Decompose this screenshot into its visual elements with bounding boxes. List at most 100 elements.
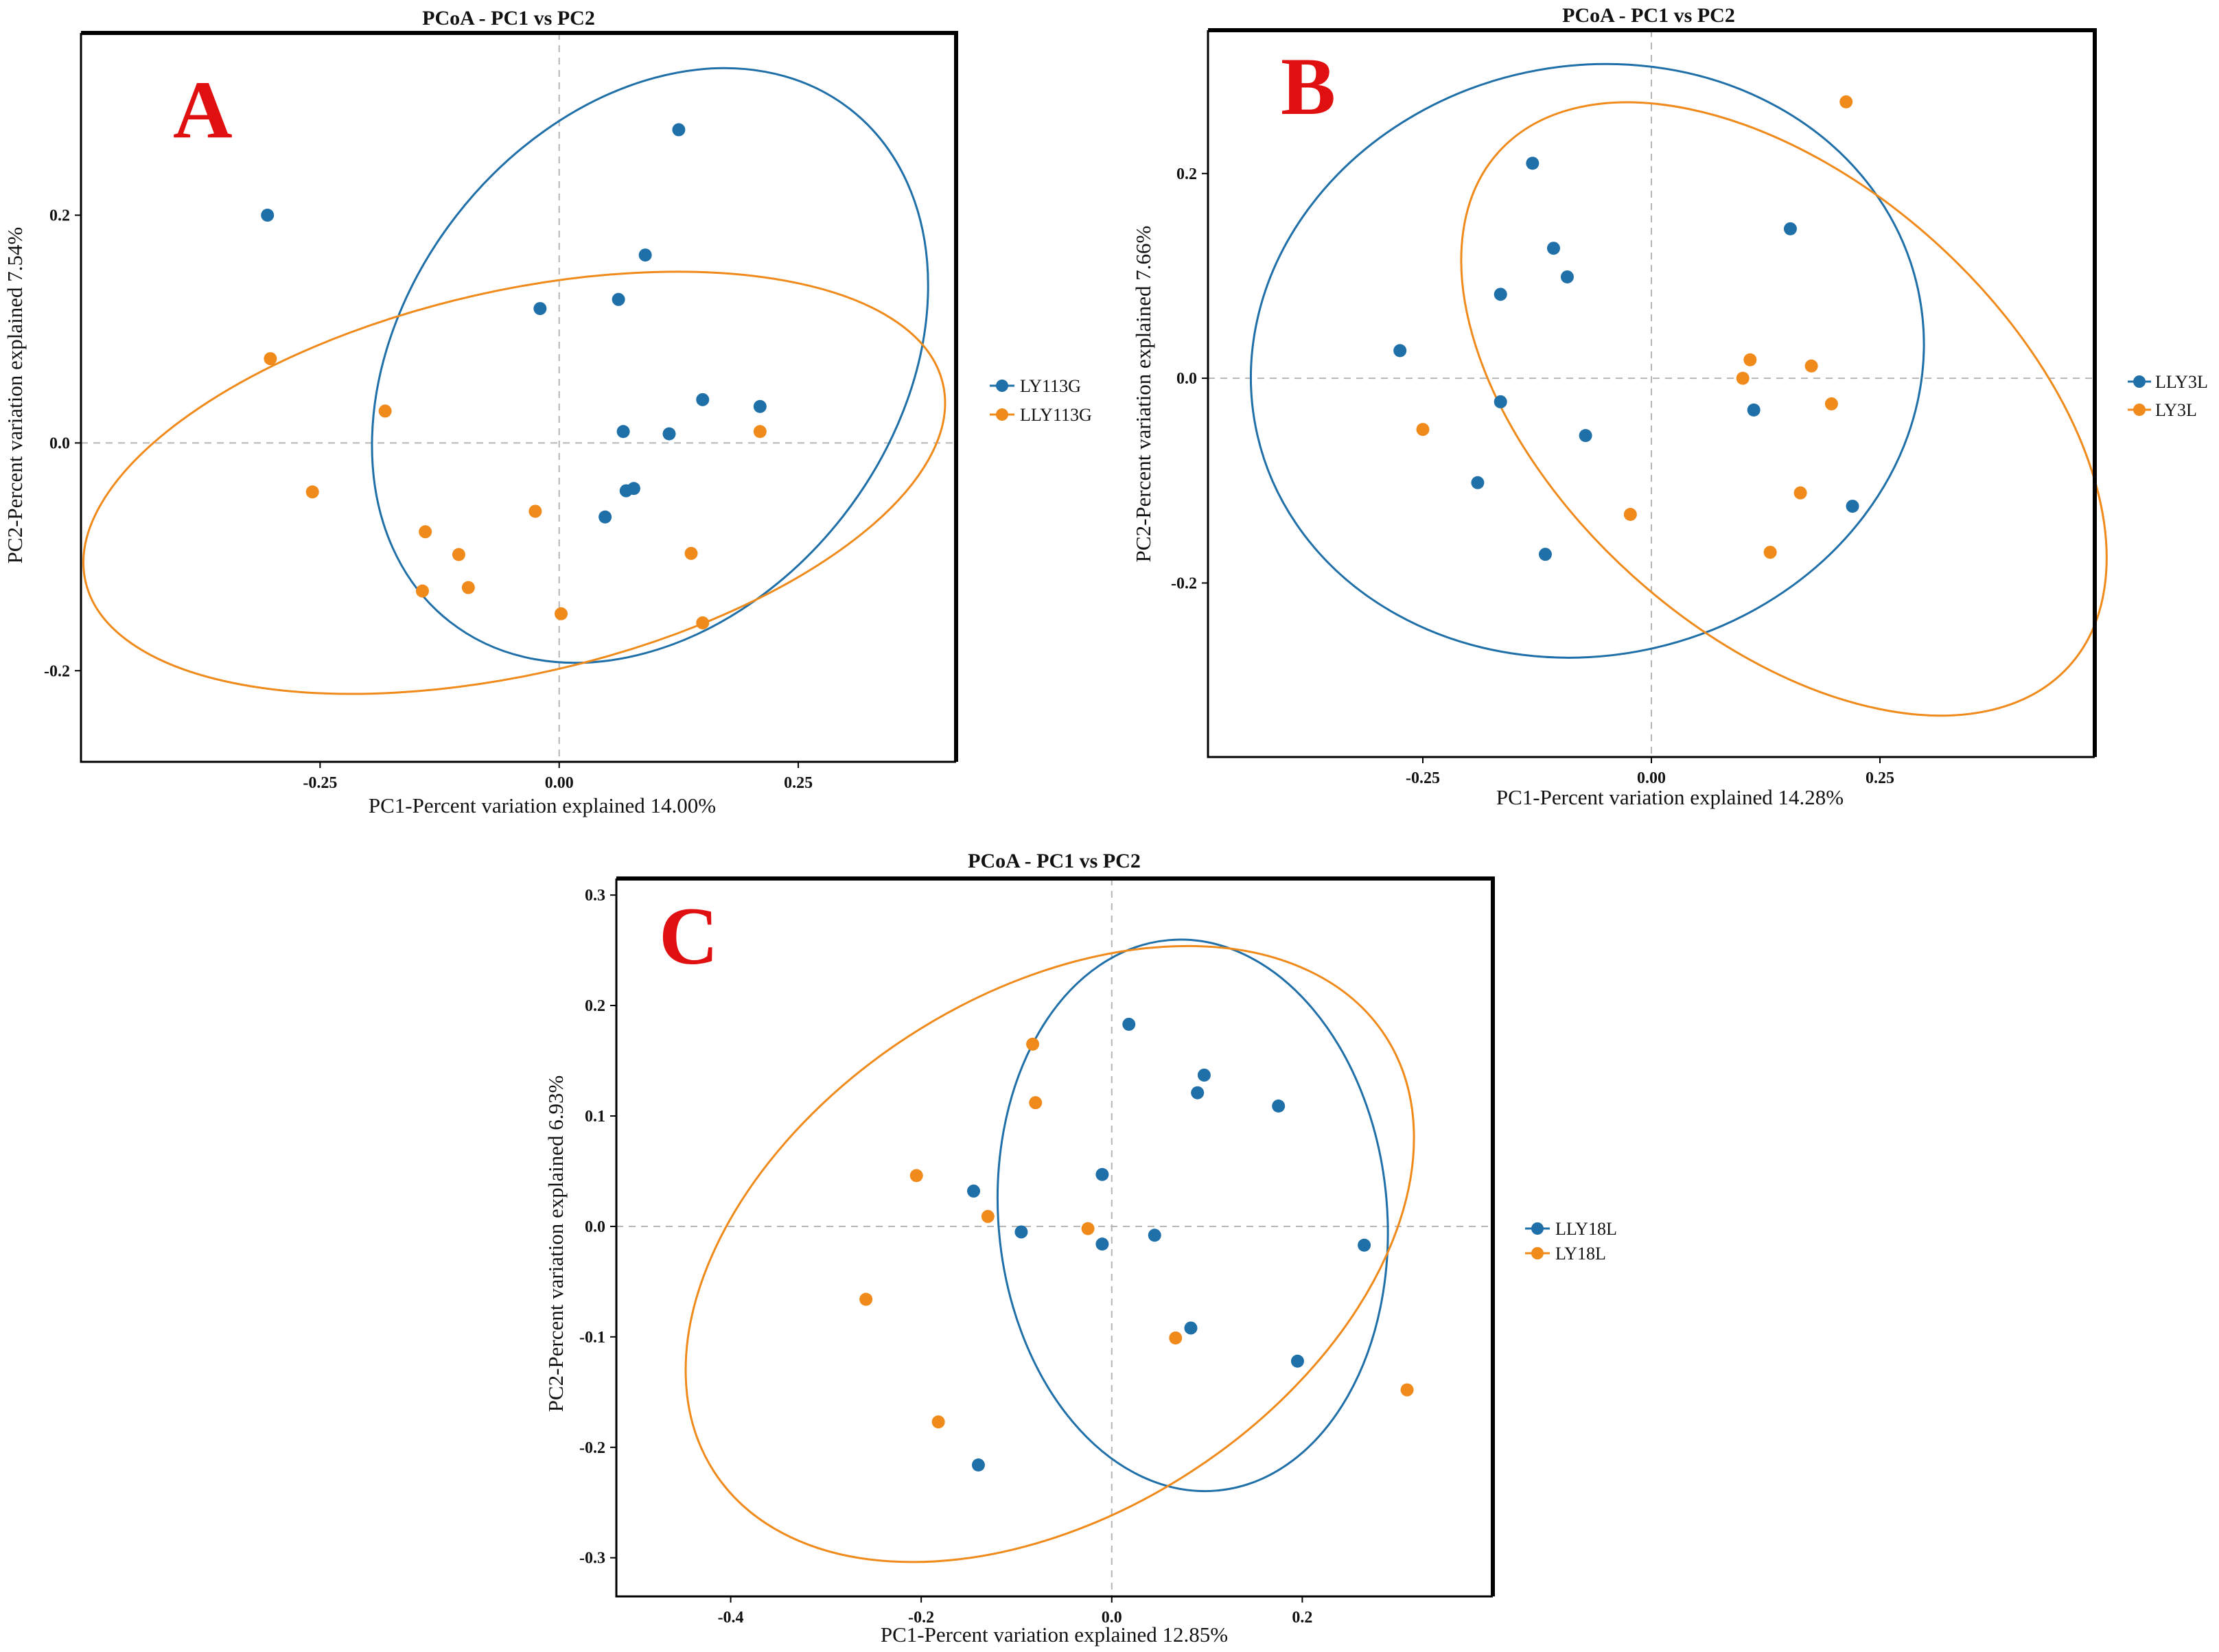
panel-c-point-ly18l-3 — [981, 1209, 995, 1223]
panel-b: PCoA - PC1 vs PC2 -0.25 0.00 0.25 -0.2 0.0 0… — [1131, 4, 2208, 809]
panel-c-point-ly18l-4 — [1081, 1222, 1095, 1235]
panel-c-point-lly18l-11 — [1290, 1354, 1304, 1368]
panel-a-x-tick-label: 0.00 — [545, 774, 574, 792]
panel-c-title: PCoA - PC1 vs PC2 — [968, 850, 1141, 872]
panel-b-point-ly3l-0 — [1839, 95, 1853, 108]
panel-a-y-axis-label: PC2-Percent variation explained 7.54% — [3, 227, 27, 564]
panel-a-point-lly113g-3 — [753, 425, 767, 439]
panel-a-title: PCoA - PC1 vs PC2 — [422, 7, 595, 30]
panel-c-point-lly18l-4 — [1095, 1167, 1109, 1181]
panel-c-point-lly18l-0 — [1122, 1017, 1136, 1031]
panel-c: PCoA - PC1 vs PC2 -0.4 -0.2 0.0 0.2 -0.3-0.… — [544, 850, 1617, 1647]
panel-a: PCoA - PC1 vs PC2 -0.25 0.00 0.25 -0.2 0.0 0… — [3, 7, 1092, 817]
panel-c-y-tick-label: -0.3 — [579, 1550, 605, 1568]
panel-b-y-ticks: -0.2 0.0 0.2 — [1171, 165, 1208, 592]
panel-c-point-lly18l-6 — [1014, 1225, 1028, 1239]
panel-a-point-ly113g-2 — [638, 248, 652, 262]
panel-c-y-tick-label: 0.0 — [585, 1218, 605, 1236]
panel-a-points — [261, 123, 767, 630]
panel-b-ellipse-lly3l — [1250, 62, 1925, 659]
panel-a-y-tick-label: 0.0 — [49, 434, 70, 452]
legend-item-lly113g[interactable]: LLY113G — [990, 405, 1092, 425]
panel-a-x-tick-label: 0.25 — [784, 774, 813, 792]
legend-marker-ly3l — [2133, 404, 2146, 416]
panel-c-ellipses — [684, 938, 1415, 1563]
panel-c-point-lly18l-2 — [1191, 1086, 1205, 1100]
panel-a-legend: LY113G LLY113G — [990, 376, 1092, 425]
panel-c-point-lly18l-8 — [1095, 1237, 1109, 1251]
panel-c-point-lly18l-3 — [1272, 1100, 1286, 1113]
panel-b-point-lly3l-6 — [1494, 395, 1507, 408]
panel-b-x-tick-label: -0.25 — [1406, 769, 1440, 787]
panel-b-letter: B — [1281, 40, 1336, 132]
panel-c-y-tick-label: 0.1 — [585, 1108, 605, 1126]
legend-label-ly113g: LY113G — [1020, 376, 1081, 396]
panel-a-ellipses — [82, 67, 946, 695]
panel-b-point-ly3l-6 — [1793, 486, 1807, 500]
panel-c-point-lly18l-5 — [967, 1184, 981, 1198]
panel-b-y-axis-label: PC2-Percent variation explained 7.66% — [1131, 226, 1155, 563]
panel-b-point-ly3l-1 — [1743, 353, 1757, 367]
legend-label-lly18l: LLY18L — [1555, 1219, 1617, 1239]
legend-label-ly18l: LY18L — [1555, 1244, 1606, 1264]
legend-item-lly18l[interactable]: LLY18L — [1525, 1219, 1617, 1239]
panel-b-point-lly3l-10 — [1846, 500, 1859, 513]
panel-a-point-ly113g-8 — [662, 427, 676, 441]
panel-b-point-lly3l-7 — [1579, 429, 1592, 443]
panel-c-x-tick-label: 0.0 — [1102, 1609, 1122, 1627]
legend-marker-ly18l — [1531, 1247, 1544, 1259]
panel-c-point-ly18l-5 — [859, 1292, 873, 1306]
panel-c-legend: LLY18L LY18L — [1525, 1219, 1617, 1264]
panel-a-point-ly113g-4 — [612, 292, 625, 306]
panel-a-x-axis-label: PC1-Percent variation explained 14.00% — [369, 793, 716, 817]
panel-c-x-tick-label: 0.2 — [1292, 1609, 1312, 1627]
panel-b-x-tick-label: 0.00 — [1637, 769, 1666, 787]
panel-a-point-lly113g-1 — [378, 404, 392, 418]
panel-b-frame — [1208, 28, 2097, 757]
legend-marker-lly113g — [996, 408, 1008, 421]
panel-c-point-ly18l-1 — [1029, 1096, 1043, 1110]
panel-c-y-ticks: -0.3 -0.2 -0.1 0.0 0.1 0.2 0.3 — [579, 887, 616, 1568]
panel-b-point-lly3l-5 — [1393, 344, 1407, 358]
panel-b-point-lly3l-8 — [1747, 403, 1761, 417]
panel-a-ellipse-lly113g — [82, 270, 946, 695]
panel-c-letter: C — [659, 890, 719, 981]
panel-b-point-lly3l-2 — [1546, 242, 1560, 255]
panel-b-axes — [1207, 30, 2095, 758]
legend-item-lly3l[interactable]: LLY3L — [2128, 372, 2208, 392]
panel-a-point-ly113g-1 — [672, 123, 686, 137]
panel-a-y-tick-label: 0.2 — [49, 207, 70, 225]
panel-a-point-lly113g-10 — [555, 607, 568, 620]
panel-c-y-tick-label: 0.3 — [585, 887, 605, 905]
panel-b-point-lly3l-4 — [1560, 270, 1574, 283]
panel-b-ellipse-ly3l — [1460, 101, 2108, 717]
panel-a-x-ticks: -0.25 0.00 0.25 — [303, 762, 813, 792]
legend-item-ly3l[interactable]: LY3L — [2128, 400, 2197, 420]
panel-c-point-ly18l-6 — [1169, 1331, 1183, 1345]
panel-b-point-lly3l-0 — [1526, 156, 1540, 170]
panel-c-point-ly18l-8 — [931, 1415, 945, 1429]
panel-a-point-lly113g-4 — [528, 504, 542, 518]
panel-b-y-tick-label: 0.2 — [1176, 165, 1197, 183]
legend-label-lly3l: LLY3L — [2155, 372, 2208, 392]
panel-b-x-tick-label: 0.25 — [1866, 769, 1894, 787]
panel-a-x-tick-label: -0.25 — [303, 774, 337, 792]
panel-b-title: PCoA - PC1 vs PC2 — [1562, 4, 1735, 27]
panel-a-point-lly113g-9 — [684, 546, 698, 560]
panel-c-x-axis-label: PC1-Percent variation explained 12.85% — [881, 1622, 1228, 1647]
panel-b-point-ly3l-4 — [1824, 397, 1838, 410]
legend-item-ly113g[interactable]: LY113G — [990, 376, 1081, 396]
legend-item-ly18l[interactable]: LY18L — [1525, 1244, 1606, 1264]
panel-a-y-tick-label: -0.2 — [44, 662, 70, 680]
panel-b-point-lly3l-3 — [1494, 288, 1507, 301]
panel-b-point-ly3l-3 — [1804, 359, 1818, 373]
panel-c-point-lly18l-1 — [1197, 1068, 1211, 1082]
panel-b-x-axis-label: PC1-Percent variation explained 14.28% — [1496, 785, 1844, 809]
panel-b-legend: LLY3L LY3L — [2128, 372, 2208, 420]
panel-b-point-ly3l-5 — [1416, 423, 1430, 437]
panel-c-point-lly18l-12 — [971, 1458, 985, 1472]
panel-b-x-ticks: -0.25 0.00 0.25 — [1406, 757, 1894, 787]
legend-marker-lly3l — [2133, 375, 2146, 388]
legend-label-ly3l: LY3L — [2155, 400, 2197, 420]
panel-b-ellipses — [1250, 62, 2108, 717]
